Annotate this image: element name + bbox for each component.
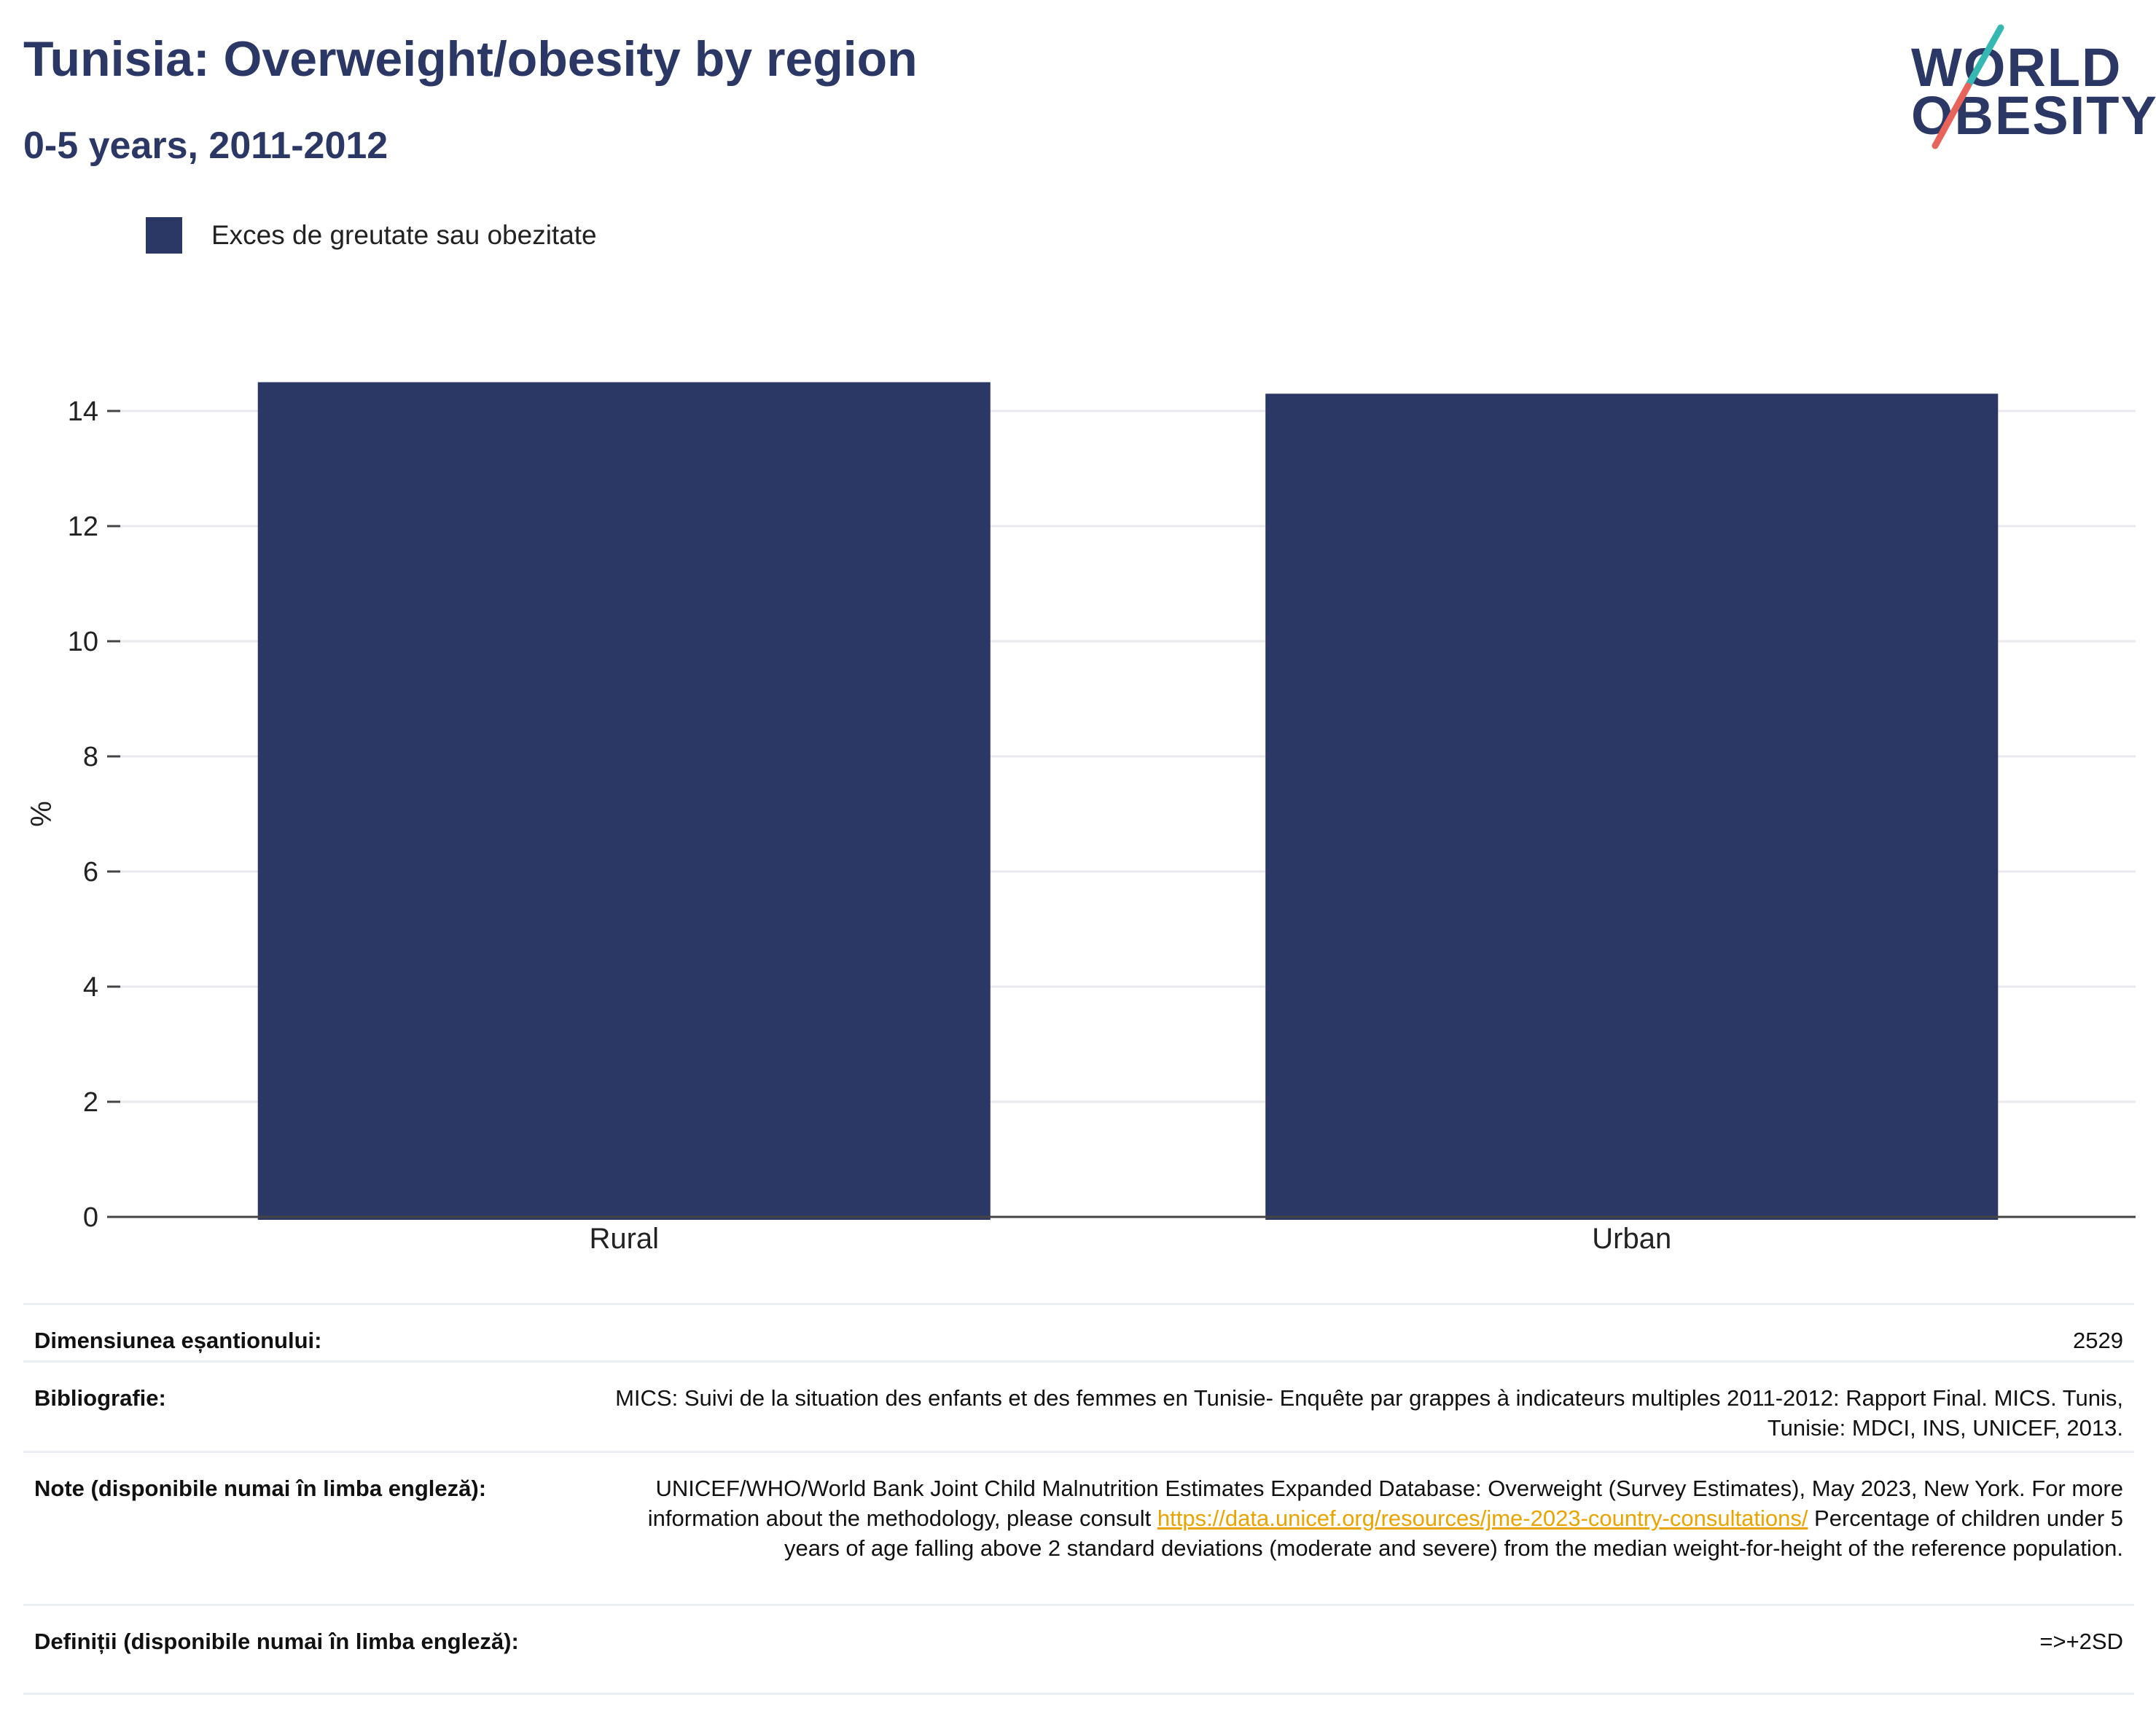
y-tick-label: 14 bbox=[68, 396, 98, 427]
chart-title: Tunisia: Overweight/obesity by region bbox=[23, 31, 918, 87]
x-tick-label: Urban bbox=[1592, 1223, 1671, 1255]
sample-size-label: Dimensiunea eșantionului: bbox=[34, 1328, 322, 1353]
info-row-definitions: Definiții (disponibile numai în limba en… bbox=[23, 1604, 2134, 1695]
y-tick-label: 12 bbox=[68, 512, 98, 542]
logo-slash-icon bbox=[1932, 24, 2004, 149]
info-row-sample-size: Dimensiunea eșantionului: 2529 bbox=[23, 1303, 2134, 1360]
info-row-bibliography: Bibliografie: MICS: Suivi de la situatio… bbox=[23, 1360, 2134, 1451]
chart-subtitle: 0-5 years, 2011-2012 bbox=[23, 125, 388, 167]
legend-swatch bbox=[146, 217, 182, 254]
y-axis-title: % bbox=[26, 801, 58, 827]
notes-text-after: Percentage of children under 5 years of … bbox=[784, 1505, 2123, 1561]
y-tick-label: 8 bbox=[83, 742, 98, 772]
world-obesity-logo[interactable]: WORLD OBESITY bbox=[1902, 22, 2156, 153]
logo-line-1: WORLD bbox=[1911, 37, 2122, 98]
y-tick-label: 4 bbox=[83, 972, 98, 1003]
info-table: Dimensiunea eșantionului: 2529 Bibliogra… bbox=[23, 1303, 2134, 1695]
y-tick-label: 0 bbox=[83, 1202, 98, 1233]
y-tick-label: 6 bbox=[83, 857, 98, 888]
legend-label: Exces de greutate sau obezitate bbox=[211, 220, 597, 250]
definitions-value: =>+2SD bbox=[2039, 1629, 2123, 1654]
notes-value: UNICEF/WHO/World Bank Joint Child Malnut… bbox=[593, 1473, 2123, 1563]
bibliography-label: Bibliografie: bbox=[34, 1385, 166, 1411]
x-tick-label: Rural bbox=[589, 1223, 659, 1255]
definitions-label: Definiții (disponibile numai în limba en… bbox=[34, 1629, 519, 1654]
bar-chart: 0 2 4 6 8 10 12 14 Rural Urban% bbox=[26, 382, 2136, 1255]
info-row-notes: Note (disponibile numai în limba engleză… bbox=[23, 1451, 2134, 1604]
bar-urban bbox=[1265, 393, 1999, 1220]
notes-label: Note (disponibile numai în limba engleză… bbox=[34, 1476, 487, 1501]
notes-text-before: UNICEF/WHO/World Bank Joint Child Malnut… bbox=[647, 1476, 2123, 1531]
bar-rural bbox=[257, 382, 991, 1220]
bibliography-value: MICS: Suivi de la situation des enfants … bbox=[615, 1385, 2123, 1441]
y-tick-label: 10 bbox=[68, 627, 98, 657]
sample-size-value: 2529 bbox=[2073, 1328, 2123, 1353]
y-tick-label: 2 bbox=[83, 1087, 98, 1118]
methodology-link[interactable]: https://data.unicef.org/resources/jme-20… bbox=[1157, 1505, 1808, 1531]
